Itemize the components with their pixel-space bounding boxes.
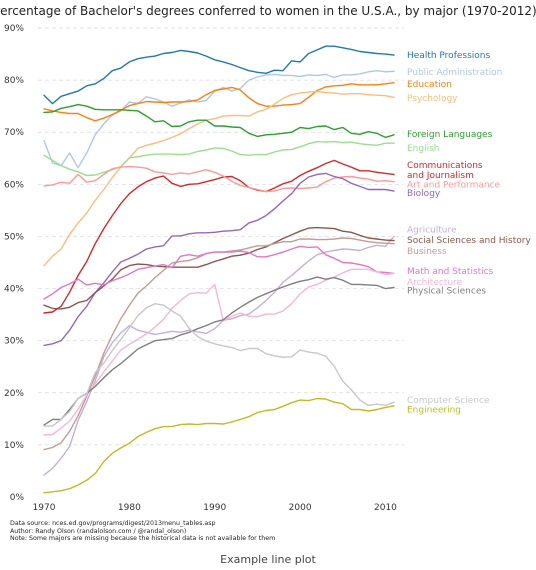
series-line bbox=[43, 159, 395, 314]
series-label: Foreign Languages bbox=[407, 130, 493, 140]
series-label: Engineering bbox=[407, 405, 461, 415]
footnote-note: Note: Some majors are missing because th… bbox=[10, 535, 276, 542]
series-line bbox=[43, 226, 395, 310]
y-tick-label: 60% bbox=[4, 180, 24, 190]
series-label: English bbox=[407, 144, 440, 154]
series-label: Psychology bbox=[407, 94, 458, 104]
series-line bbox=[43, 245, 395, 300]
series-label: Education bbox=[407, 80, 452, 90]
series-label: Health Professions bbox=[407, 51, 490, 61]
x-axis-ticks: 1970 1980 1990 2000 2010 bbox=[33, 503, 398, 513]
series-label: Business bbox=[407, 247, 447, 257]
x-tick-label: 1990 bbox=[203, 503, 226, 513]
series-line bbox=[43, 81, 395, 122]
y-tick-label: 30% bbox=[4, 337, 24, 347]
series-line bbox=[43, 165, 395, 193]
series-line bbox=[43, 276, 395, 426]
series-label: Biology bbox=[407, 189, 441, 199]
series-label: Communications and Journalism bbox=[407, 161, 483, 181]
series-label: Public Administration bbox=[407, 68, 502, 78]
series-label: Computer Science bbox=[407, 396, 490, 406]
y-tick-label: 0% bbox=[10, 493, 25, 503]
chart-title: Percentage of Bachelor's degrees conferr… bbox=[0, 4, 536, 18]
series-line bbox=[43, 103, 395, 139]
series-label: Art and Performance bbox=[407, 180, 501, 190]
grid bbox=[38, 27, 404, 446]
series-line bbox=[43, 397, 395, 494]
series-line bbox=[43, 235, 395, 476]
y-tick-label: 40% bbox=[4, 285, 24, 295]
y-tick-label: 10% bbox=[4, 441, 24, 451]
series-label: Math and Statistics bbox=[407, 267, 494, 277]
series-line bbox=[43, 268, 395, 436]
footnote-author: Author: Randy Olson (randalolson.com / @… bbox=[10, 527, 187, 535]
series-line bbox=[43, 303, 395, 427]
figure-caption: Example line plot bbox=[220, 553, 316, 566]
series-line bbox=[43, 140, 395, 177]
series-labels: Health Professions Public Administration E… bbox=[407, 51, 531, 415]
series-label: Social Sciences and History bbox=[407, 236, 531, 246]
y-tick-label: 90% bbox=[4, 24, 24, 34]
series-label: Architecture bbox=[407, 278, 463, 288]
x-tick-label: 2000 bbox=[289, 503, 312, 513]
y-axis-ticks: 0% 10% 20% 30% 40% 50% 60% 70% 80% 90% bbox=[4, 24, 24, 503]
y-tick-label: 80% bbox=[4, 76, 24, 86]
series-lines bbox=[43, 45, 395, 494]
x-tick-label: 2010 bbox=[374, 503, 397, 513]
y-tick-label: 20% bbox=[4, 389, 24, 399]
x-tick-label: 1970 bbox=[33, 503, 56, 513]
series-line bbox=[43, 90, 395, 267]
x-tick-label: 1980 bbox=[118, 503, 141, 513]
y-tick-label: 70% bbox=[4, 128, 24, 138]
series-line bbox=[43, 237, 395, 451]
series-label: Agriculture bbox=[407, 226, 457, 236]
series-label: Physical Sciences bbox=[407, 287, 486, 297]
y-tick-label: 50% bbox=[4, 232, 24, 242]
footnote-source: Data source: nces.ed.gov/programs/digest… bbox=[10, 520, 216, 527]
series-line bbox=[43, 45, 395, 105]
